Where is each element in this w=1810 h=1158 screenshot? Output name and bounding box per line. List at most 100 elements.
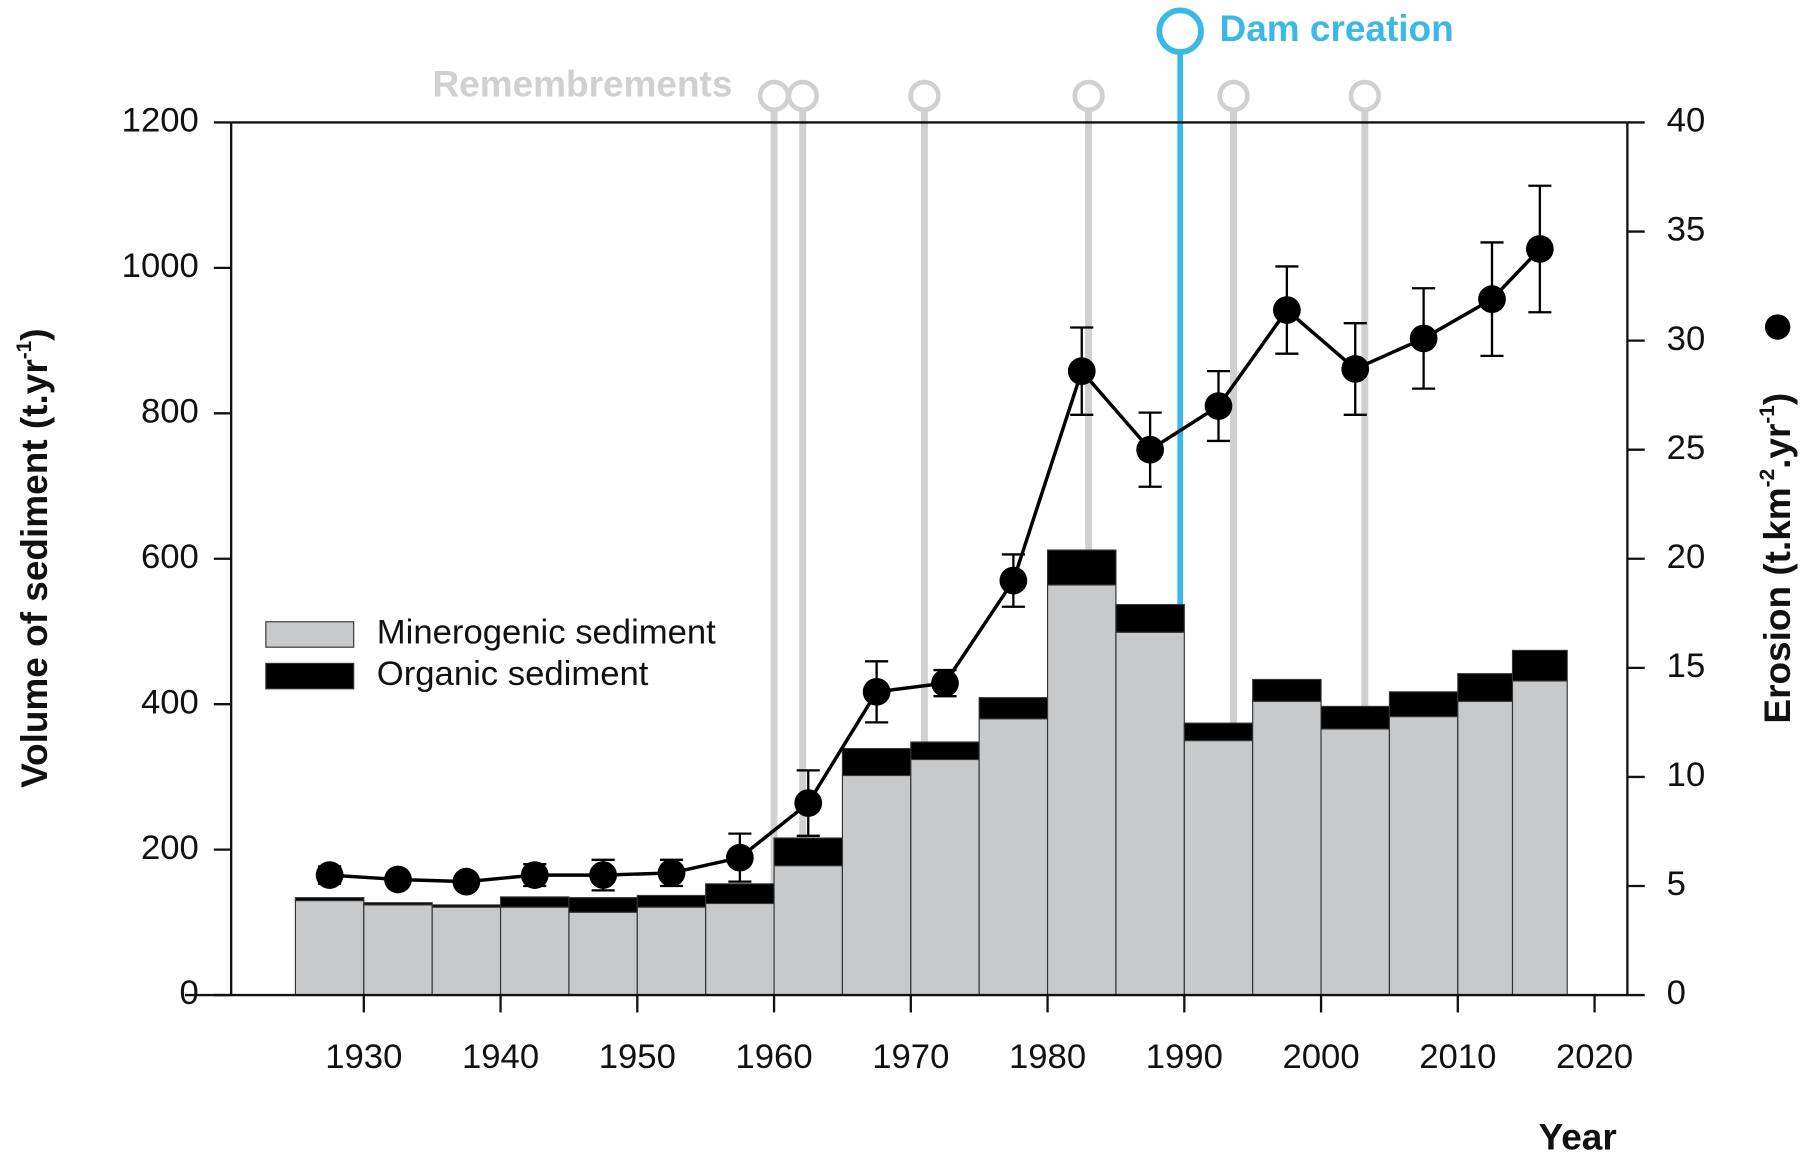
bar-segment (1388, 715, 1459, 996)
event-label: Dam creation (1220, 8, 1454, 49)
bar-segment (1457, 700, 1514, 996)
y-axis-label-part: ) (14, 328, 55, 340)
erosion-point (794, 789, 823, 817)
bar-segment (1183, 722, 1254, 742)
y-axis-label-part: Volume of sediment (t.yr (14, 359, 55, 788)
bar-segment (1457, 673, 1514, 702)
bar-segment (705, 883, 775, 905)
bar-segment (910, 741, 980, 761)
erosion-point (520, 861, 549, 889)
bar-segment (1046, 549, 1117, 586)
y2-axis-label-part: -1 (1756, 405, 1779, 424)
y-tick-label: 200 (141, 829, 199, 867)
legend-swatch (265, 662, 355, 690)
erosion-point (1525, 235, 1554, 263)
x-tick-label: 1970 (872, 1038, 949, 1076)
y-axis-label-part: -1 (13, 341, 36, 360)
bar-segment (294, 899, 365, 996)
event-marker (1156, 7, 1204, 55)
x-tick-label: 1940 (462, 1038, 539, 1076)
x-axis-label: Year (1539, 1116, 1617, 1157)
bar-segment (1252, 700, 1322, 996)
y-tick-label: 1200 (122, 102, 199, 140)
legend-swatch (265, 621, 355, 648)
erosion-point (1341, 355, 1370, 383)
y2-tick-label: 5 (1667, 865, 1686, 903)
x-tick-label: 1950 (599, 1038, 676, 1076)
legend-label: Minerogenic sediment (377, 614, 716, 652)
y-axis-label: Volume of sediment (t.yr-1) (13, 328, 55, 787)
bar-segment (1388, 691, 1459, 718)
legend-label: Organic sediment (377, 655, 649, 693)
bar-segment (910, 758, 980, 996)
bar-segment (1320, 705, 1391, 730)
erosion-point (315, 861, 344, 889)
bar-segment (636, 894, 707, 908)
erosion-point (589, 861, 617, 889)
x-tick-label: 1960 (736, 1038, 813, 1076)
y2-axis-label-part: Erosion (t.km (1757, 487, 1798, 723)
y2-tick-label: 35 (1667, 211, 1706, 249)
y2-axis-label-part: .yr (1757, 424, 1798, 469)
erosion-point (1478, 285, 1506, 314)
bar-segment (431, 904, 502, 908)
bar-segment (363, 902, 433, 906)
y2-axis-label-part: -2 (1756, 469, 1779, 488)
bar-segment (1252, 678, 1322, 702)
y2-axis-label: Erosion (t.km-2.yr-1) (1756, 393, 1798, 724)
y2-tick-label: 10 (1667, 756, 1706, 794)
y2-tick-label: 30 (1667, 320, 1706, 358)
erosion-point (452, 867, 481, 896)
bar-segment (841, 747, 912, 777)
bar-segment (499, 896, 570, 908)
event-marker (1217, 79, 1250, 113)
bar-segment (568, 911, 638, 996)
x-tick-label: 2020 (1556, 1038, 1633, 1076)
y2-tick-label: 20 (1667, 538, 1706, 576)
bar-segment (1115, 604, 1185, 633)
event-label: Remembrements (432, 63, 732, 104)
y-tick-label: 600 (141, 538, 199, 576)
bar-segment (773, 865, 844, 996)
erosion-point (726, 843, 754, 872)
erosion-point (1273, 296, 1301, 324)
erosion-point (999, 566, 1028, 595)
bar-segment (705, 902, 775, 996)
bar-segment (773, 837, 844, 867)
event-marker (786, 79, 819, 113)
erosion-point (1067, 357, 1096, 386)
bar-segment (978, 697, 1049, 720)
bar-segment (363, 904, 433, 996)
x-tick-label: 1930 (325, 1038, 402, 1076)
y2-axis-label-part: ) (1757, 393, 1798, 405)
y-tick-label: 1000 (122, 247, 199, 285)
x-tick-label: 2010 (1419, 1038, 1496, 1076)
bar-segment (1115, 631, 1185, 996)
y2-legend-marker (1764, 314, 1791, 340)
bar-segment (1046, 584, 1117, 996)
y2-tick-label: 15 (1667, 647, 1706, 685)
bar-segment (568, 897, 638, 913)
x-tick-label: 1990 (1146, 1038, 1223, 1076)
event-marker (757, 79, 791, 113)
erosion-point (657, 859, 686, 887)
event-marker (1348, 79, 1382, 113)
bar-segment (636, 906, 707, 996)
bar-segment (1320, 728, 1391, 996)
y2-tick-label: 25 (1667, 429, 1706, 467)
bar-segment (1183, 739, 1254, 996)
y-tick-label: 0 (180, 974, 199, 1012)
bar-segment (1511, 680, 1568, 996)
bar-segment (1511, 649, 1568, 682)
erosion-point (931, 669, 959, 697)
y-tick-label: 400 (141, 683, 199, 721)
x-tick-label: 1980 (1009, 1038, 1086, 1076)
erosion-point (384, 865, 412, 894)
erosion-point (1204, 392, 1233, 420)
y2-tick-label: 40 (1667, 102, 1706, 140)
event-marker (1072, 79, 1105, 113)
erosion-point (1409, 324, 1438, 353)
y2-tick-label: 0 (1667, 974, 1686, 1012)
bar-segment (499, 906, 570, 996)
